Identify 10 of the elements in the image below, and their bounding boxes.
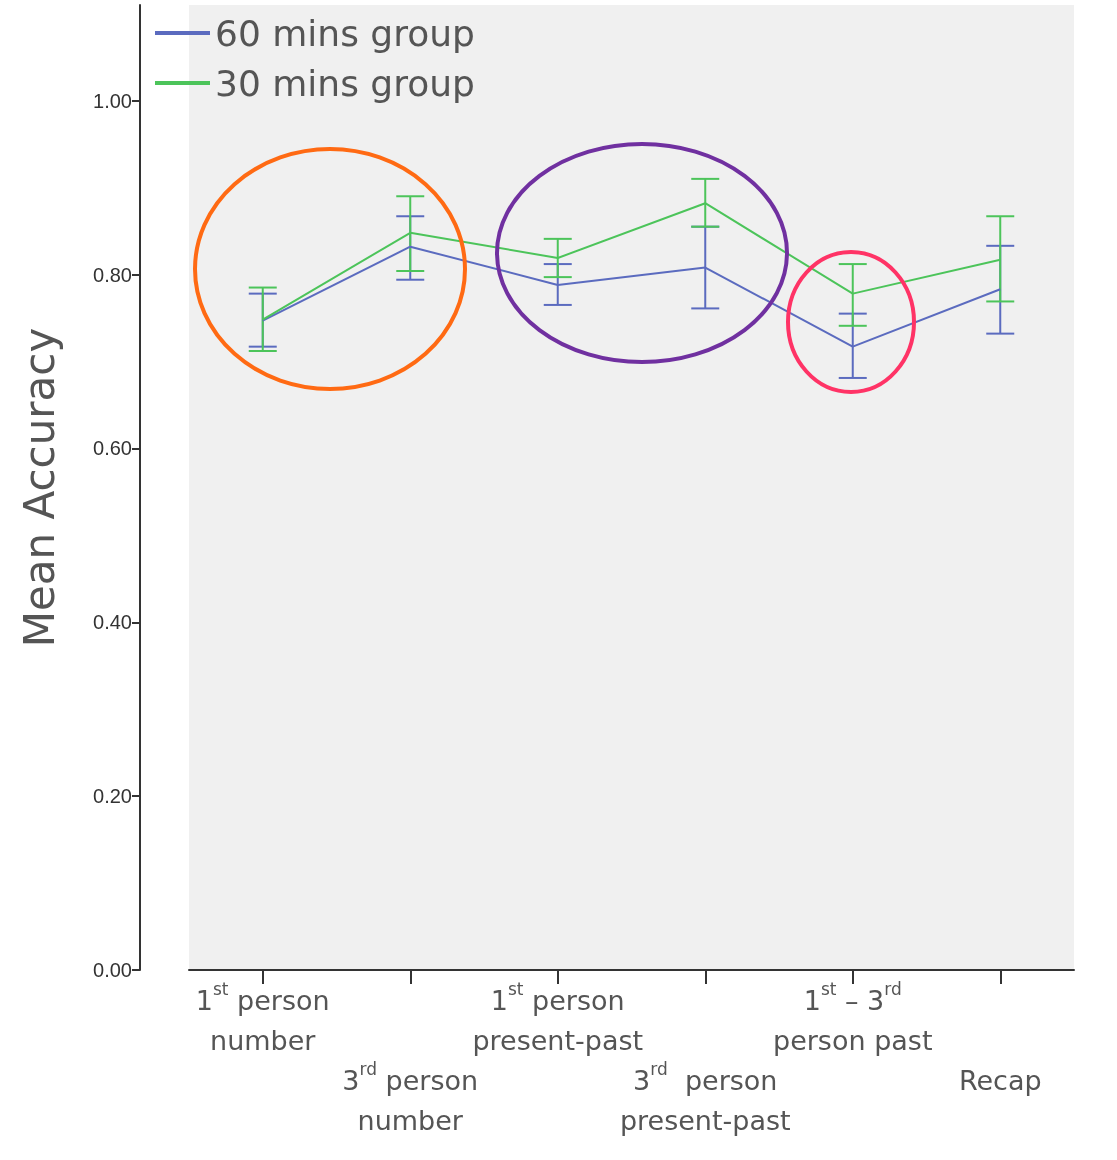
y-tick-label: 0.40 (93, 611, 132, 634)
y-tick-label: 0.60 (93, 437, 132, 460)
y-axis-title: Mean Accuracy (14, 327, 64, 648)
y-tick-label: 0.00 (93, 959, 132, 981)
y-tick-label: 0.80 (93, 263, 132, 286)
legend-label: 30 mins group (215, 62, 475, 104)
y-tick-label: 0.20 (93, 785, 132, 808)
x-tick-label: Recap (958, 1064, 1042, 1096)
legend-label: 60 mins group (215, 12, 475, 54)
y-tick-label: 1.00 (93, 89, 132, 112)
